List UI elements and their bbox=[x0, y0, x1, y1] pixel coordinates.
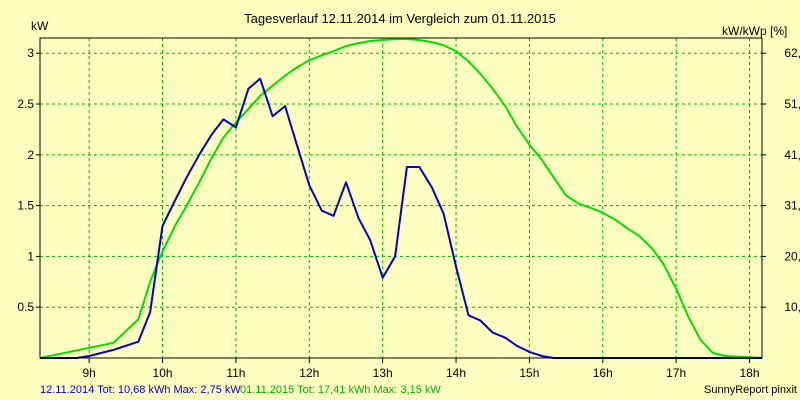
y-right-tick-label: 41,3 bbox=[784, 148, 800, 162]
y-left-tick-label: 2 bbox=[27, 148, 34, 162]
y-right-tick-label: 62,0 bbox=[784, 46, 800, 60]
x-tick-label: 18h bbox=[740, 366, 760, 380]
y-left-tick-label: 2.5 bbox=[17, 97, 34, 111]
y-right-tick-label: 20,7 bbox=[784, 249, 800, 263]
axis-layer: 9h 10h 11h 12h 13h 14h 15h 16h 17h 18h 0.5 1 1.5 2 2.5… bbox=[17, 46, 800, 380]
x-tick-label: 13h bbox=[373, 366, 393, 380]
y-left-tick-label: 0.5 bbox=[17, 300, 34, 314]
y-right-tick-label: 51,7 bbox=[784, 97, 800, 111]
y-axis-left-unit: kW bbox=[31, 19, 49, 33]
y-left-tick-label: 3 bbox=[27, 46, 34, 60]
x-tick-label: 10h bbox=[153, 366, 173, 380]
x-tick-label: 9h bbox=[82, 366, 95, 380]
footer-series1-text: 12.11.2014 Tot: 10,68 kWh Max: 2,75 kW bbox=[40, 384, 241, 396]
y-left-tick-label: 1 bbox=[27, 249, 34, 263]
y-right-tick-label: 31,0 bbox=[784, 199, 800, 213]
footer-credit: SunnyReport pinxit bbox=[704, 384, 797, 396]
series-line-1 bbox=[39, 38, 763, 359]
plot-frame bbox=[39, 37, 763, 359]
y-left-tick-label: 1.5 bbox=[17, 199, 34, 213]
x-tick-label: 17h bbox=[666, 366, 686, 380]
chart-title: Tagesverlauf 12.11.2014 im Vergleich zum… bbox=[244, 11, 556, 26]
y-right-tick-label: 10,3 bbox=[784, 300, 800, 314]
footer-series2-text: 01.11.2015 Tot: 17,41 kWh Max: 3,15 kW bbox=[240, 384, 441, 396]
x-tick-label: 12h bbox=[299, 366, 319, 380]
x-tick-label: 16h bbox=[593, 366, 613, 380]
x-tick-label: 11h bbox=[226, 366, 245, 380]
x-tick-label: 15h bbox=[519, 366, 539, 380]
y-axis-right-unit: kW/kWp [%] bbox=[722, 24, 787, 38]
x-tick-label: 14h bbox=[446, 366, 466, 380]
